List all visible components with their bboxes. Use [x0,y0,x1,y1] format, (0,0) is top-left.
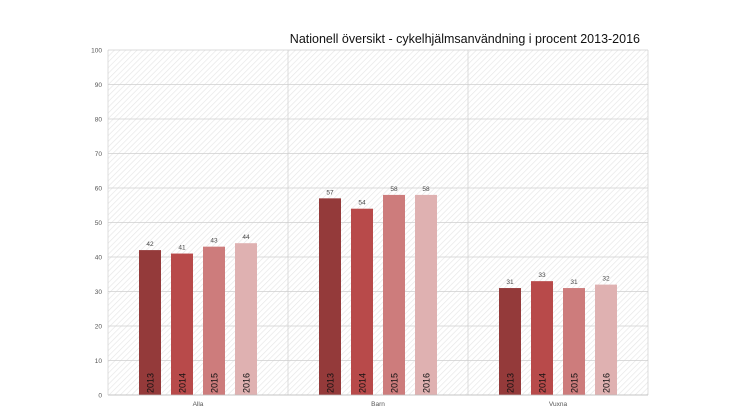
y-tick-label: 50 [95,220,103,227]
bar-year-label: 2015 [570,373,580,393]
bar-year-label: 2015 [390,373,400,393]
bar-year-label: 2013 [326,373,336,393]
bar-vuxna-2014 [531,281,553,395]
bar-year-label: 2016 [602,373,612,393]
y-tick-label: 60 [95,185,103,192]
bars: 42 2013 41 2014 43 2015 44 2016 57 2013 54 2014 58 20… [139,186,617,395]
y-tick-label: 90 [95,82,103,89]
data-label: 43 [210,238,218,245]
data-label: 32 [602,276,610,283]
data-label: 54 [358,200,366,207]
data-label: 44 [242,234,250,241]
bar-barn-2013 [319,198,341,395]
bar-barn-2014 [351,208,373,395]
data-label: 58 [390,186,398,193]
bar-vuxna-2016 [595,284,617,395]
bar-alla-2013 [139,250,161,395]
bar-barn-2015 [383,194,405,395]
gridlines [107,49,649,396]
data-label: 42 [146,241,154,248]
x-category-label: Vuxna [549,401,568,408]
y-tick-label: 40 [95,254,103,261]
bar-year-label: 2016 [422,373,432,393]
y-tick-label: 20 [95,323,103,330]
y-axis: 0 10 20 30 40 50 60 70 80 90 100 [91,47,102,399]
bar-year-label: 2015 [210,373,220,393]
bar-vuxna-2015 [563,288,585,395]
bar-year-label: 2014 [178,373,188,393]
data-label: 31 [570,279,578,286]
bar-alla-2014 [171,253,193,395]
data-label: 31 [506,279,514,286]
y-tick-label: 70 [95,151,103,158]
x-category-label: Alla [193,401,204,408]
y-tick-label: 80 [95,116,103,123]
data-label: 33 [538,272,546,279]
bar-year-label: 2014 [538,373,548,393]
bar-vuxna-2013 [499,288,521,395]
bar-year-label: 2014 [358,373,368,393]
bar-year-label: 2016 [242,373,252,393]
bar-alla-2016 [235,243,257,395]
y-tick-label: 100 [91,47,102,54]
y-tick-label: 10 [95,358,103,365]
bar-barn-2016 [415,194,437,395]
x-category-label: Barn [371,401,385,408]
data-label: 57 [326,189,334,196]
bar-year-label: 2013 [146,373,156,393]
data-label: 58 [422,186,430,193]
bar-year-label: 2013 [506,373,516,393]
data-label: 41 [178,245,186,252]
y-tick-label: 30 [95,289,103,296]
y-tick-label: 0 [98,392,102,399]
x-axis: Alla Barn Vuxna [108,394,648,408]
bar-alla-2015 [203,246,225,395]
chart-title: Nationell översikt - cykelhjälmsanvändni… [290,32,640,46]
